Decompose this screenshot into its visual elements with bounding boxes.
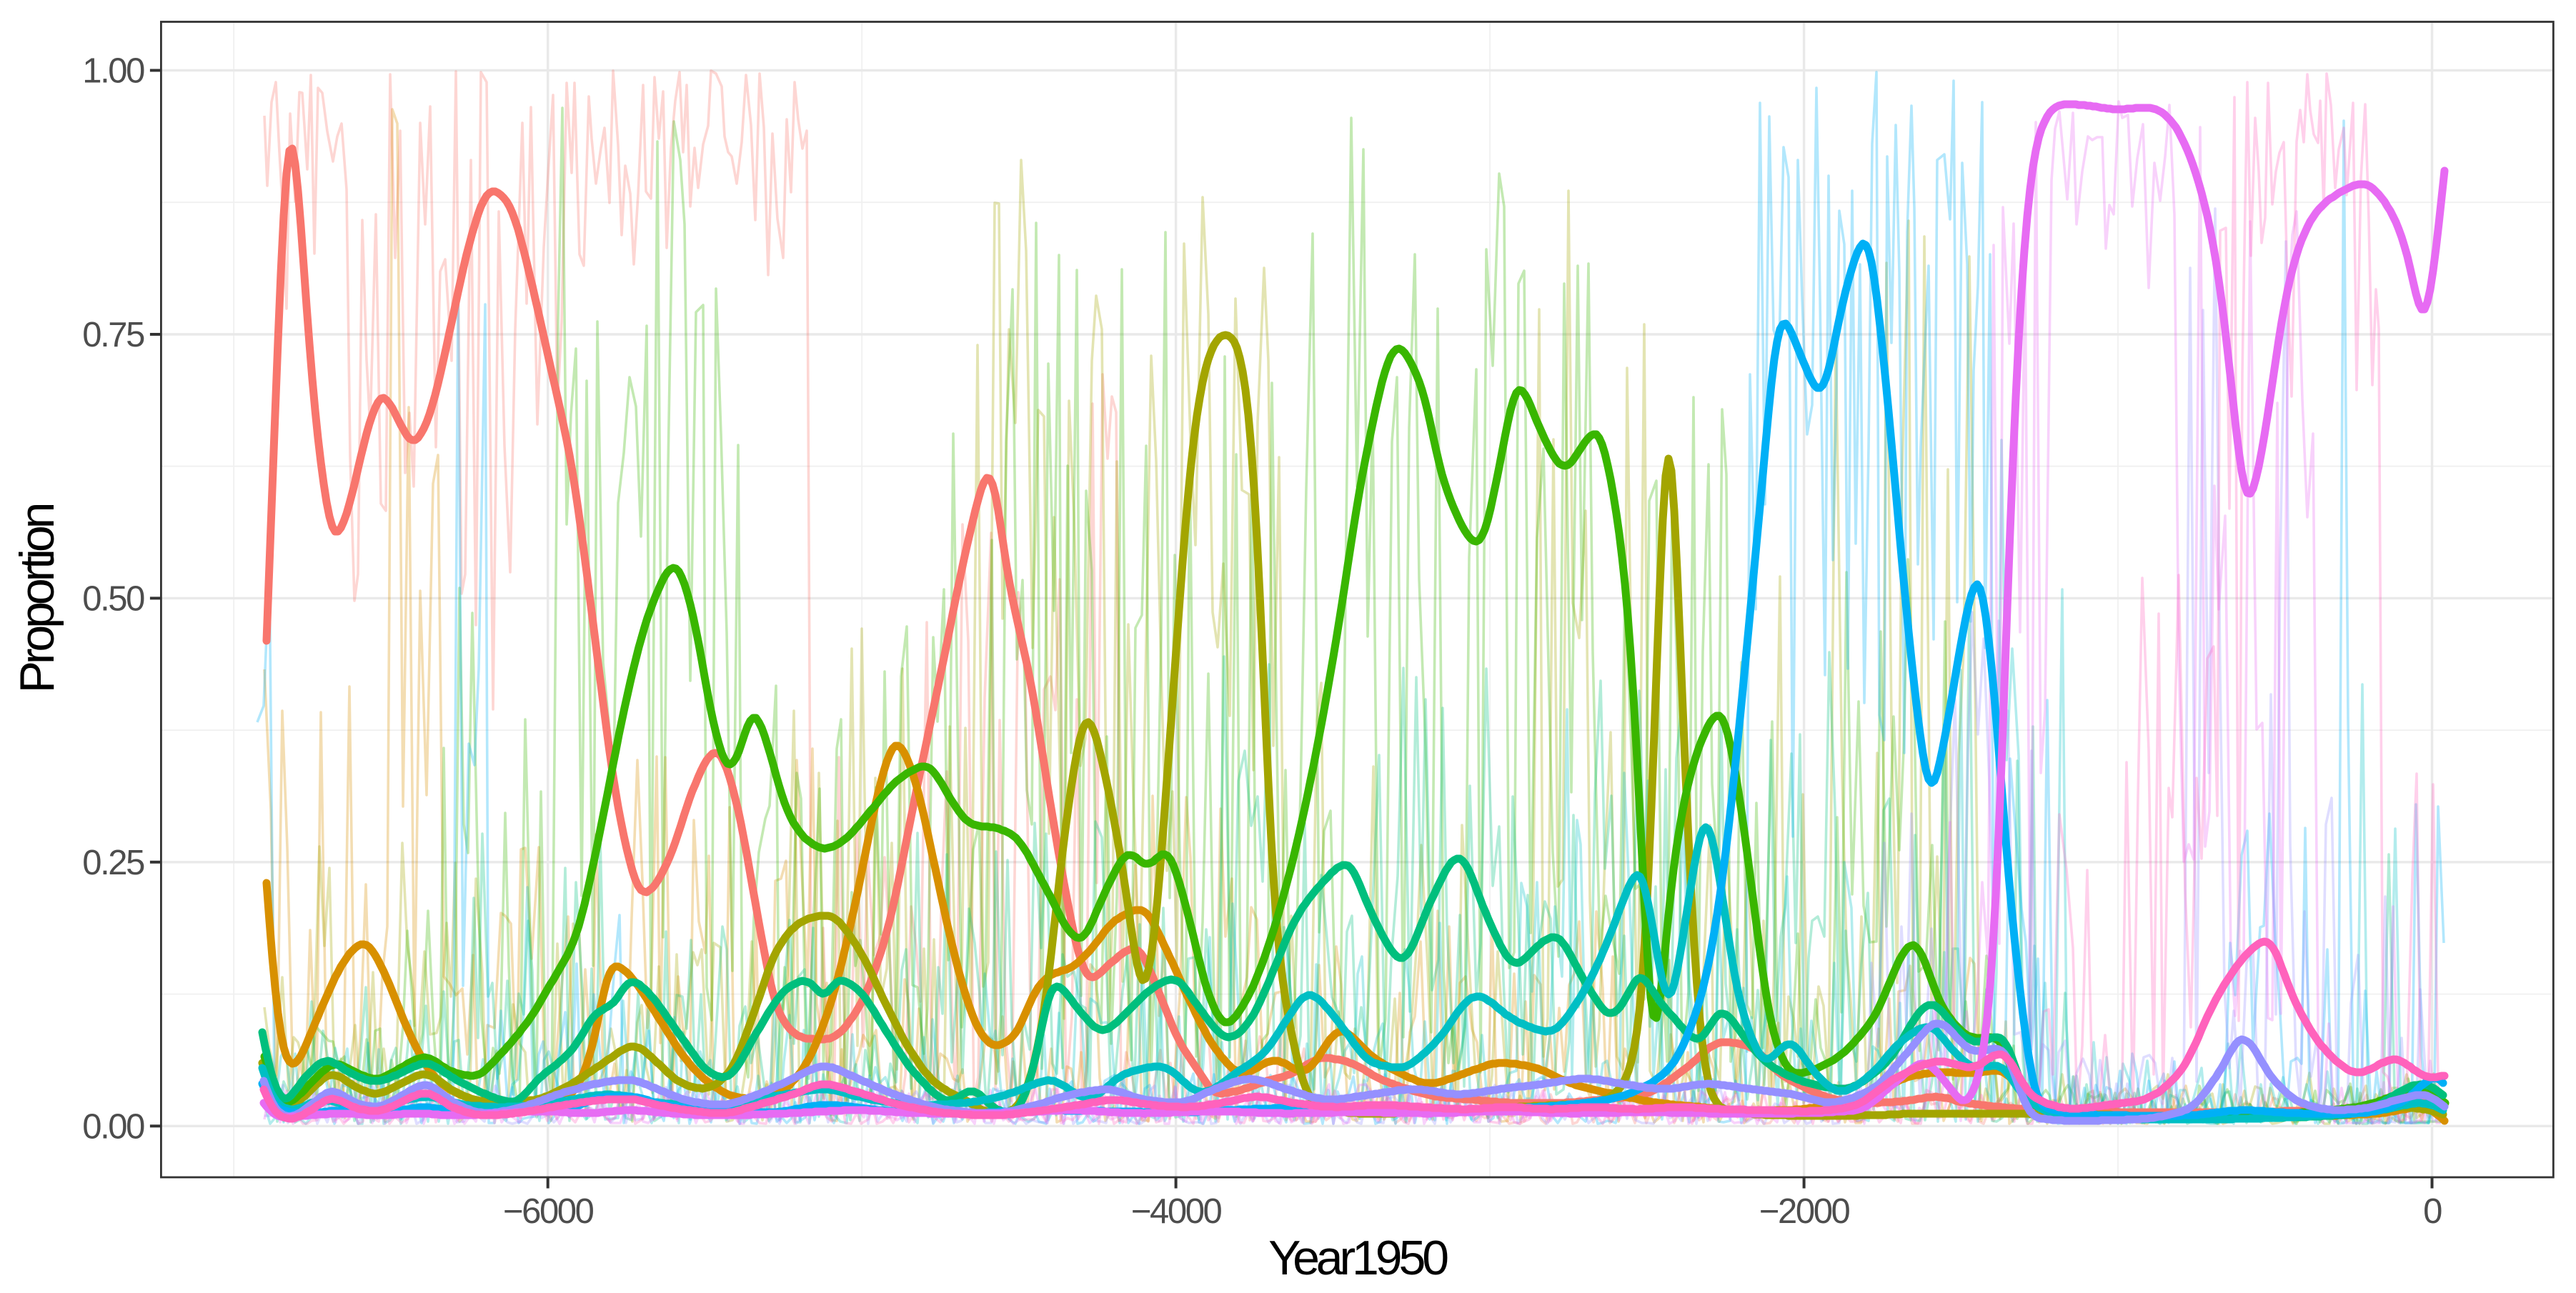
svg-text:0.75: 0.75: [82, 316, 144, 354]
svg-text:1.00: 1.00: [82, 52, 144, 91]
svg-text:0.00: 0.00: [82, 1108, 144, 1147]
svg-text:0.25: 0.25: [82, 844, 144, 882]
svg-text:Year1950: Year1950: [1268, 1231, 1448, 1285]
svg-text:−2000: −2000: [1759, 1192, 1850, 1231]
svg-text:0: 0: [2423, 1192, 2442, 1231]
svg-text:0.50: 0.50: [82, 580, 144, 619]
svg-text:Proportion: Proportion: [10, 504, 64, 693]
svg-text:−6000: −6000: [503, 1192, 594, 1231]
svg-text:−4000: −4000: [1131, 1192, 1222, 1231]
